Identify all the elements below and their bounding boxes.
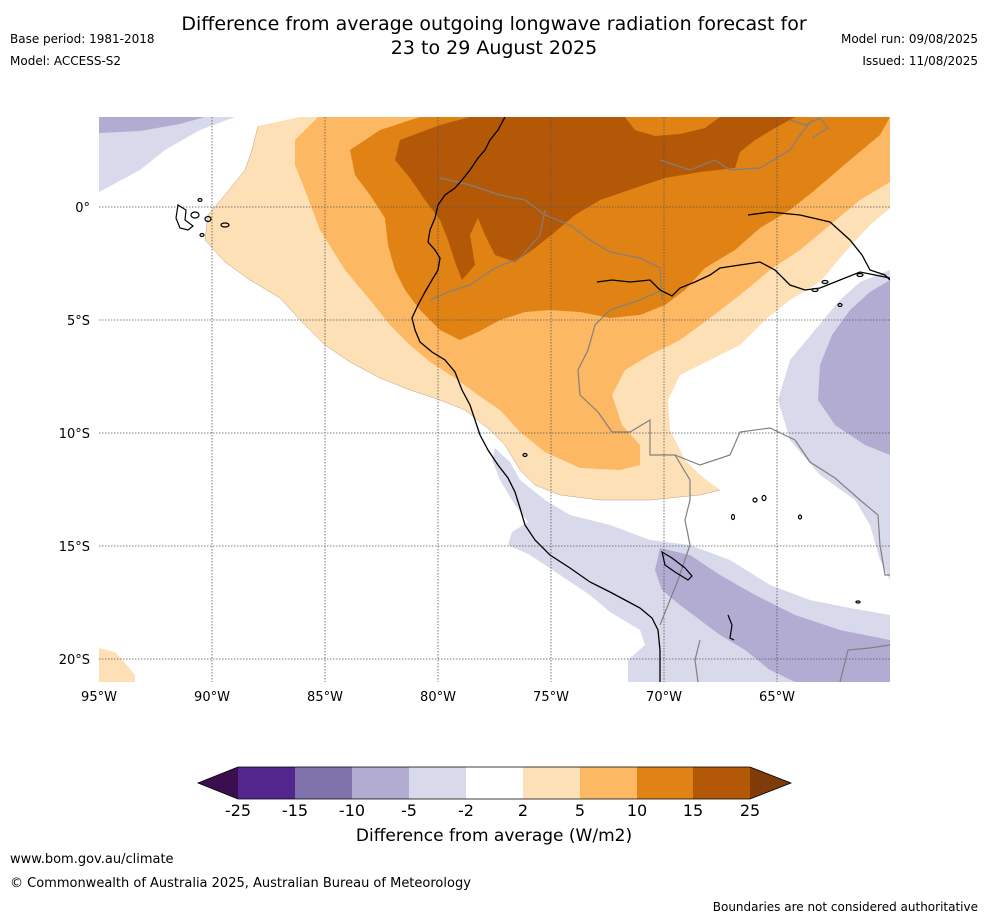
colorbar (196, 766, 793, 800)
meta-right: Model run: 09/08/2025 Issued: 11/08/2025 (841, 32, 978, 76)
colorbar-low-extend (198, 767, 238, 799)
region-pos-10-15-inset (625, 117, 720, 136)
colorbar-tick-label: -10 (339, 801, 365, 820)
footer-url: www.bom.gov.au/climate (10, 852, 174, 867)
colorbar-tick-label: 10 (627, 801, 647, 820)
colorbar-tick-label: 25 (740, 801, 760, 820)
region-pos-2-5-southwest-corner (99, 648, 135, 682)
model-name: Model: ACCESS-S2 (10, 54, 122, 68)
coastline (411, 117, 890, 682)
colorbar-segment (409, 767, 466, 799)
lat-tick-label: 20°S (59, 653, 90, 668)
lon-tick-label: 65°W (759, 690, 795, 705)
chart-title: Difference from average outgoing longwav… (0, 12, 988, 60)
lon-tick-label: 85°W (307, 690, 343, 705)
region-neg-2-5-northwest (99, 117, 235, 192)
lon-tick-label: 90°W (194, 690, 230, 705)
colorbar-segment (352, 767, 409, 799)
islands (175, 197, 864, 641)
colorbar-segment (466, 767, 523, 799)
lon-tick-label: 75°W (533, 690, 569, 705)
colorbar-tick-label: -15 (282, 801, 308, 820)
title-line-1: Difference from average outgoing longwav… (181, 13, 807, 35)
lon-tick-label: 70°W (646, 690, 682, 705)
lat-tick-label: 0° (75, 201, 90, 216)
colorbar-tick-label: 15 (683, 801, 703, 820)
colorbar-tick-label: -25 (225, 801, 251, 820)
colorbar-tick-label: -5 (401, 801, 417, 820)
issued-date: Issued: 11/08/2025 (862, 54, 978, 68)
lat-tick-label: 10°S (59, 427, 90, 442)
colorbar-segment (580, 767, 637, 799)
colorbar-tick-labels: -25 -15 -10 -5 -2 2 5 10 15 25 (225, 801, 760, 820)
lat-tick-label: 15°S (59, 540, 90, 555)
lon-tick-label: 95°W (81, 690, 117, 705)
colorbar-segment (693, 767, 750, 799)
colorbar-tick-label: 2 (518, 801, 528, 820)
title-line-2: 23 to 29 August 2025 (390, 37, 598, 59)
model-run: Model run: 09/08/2025 (840, 32, 978, 46)
colorbar-high-extend (750, 767, 791, 799)
lat-axis-labels: 0° 5°S 10°S 15°S 20°S (59, 201, 90, 668)
contour-lines (204, 125, 721, 501)
colorbar-outline (196, 766, 793, 800)
lat-tick-label: 5°S (67, 314, 90, 329)
lon-tick-label: 80°W (420, 690, 456, 705)
colorbar-segment (295, 767, 352, 799)
colorbar-title: Difference from average (W/m2) (355, 826, 633, 846)
region-neg-5-10-east (818, 280, 890, 455)
region-pos-15-25 (395, 117, 795, 280)
base-period: Base period: 1981-2018 (10, 32, 155, 46)
country-borders (429, 117, 890, 682)
lon-axis-labels: 95°W 90°W 85°W 80°W 75°W 70°W 65°W (81, 690, 795, 705)
colorbar-segment (238, 767, 295, 799)
region-neg-5-10-south (655, 548, 890, 682)
colorbar-tick-label: -2 (458, 801, 474, 820)
map-field (99, 117, 890, 682)
footer-note: Boundaries are not considered authoritat… (712, 900, 978, 914)
region-neg-5-10-northwest (99, 117, 205, 133)
footer-copyright: © Commonwealth of Australia 2025, Austra… (10, 876, 471, 891)
colorbar-segment (637, 767, 693, 799)
colorbar-tick-label: 5 (575, 801, 585, 820)
meta-left: Base period: 1981-2018 Model: ACCESS-S2 (10, 32, 155, 76)
colorbar-segment (523, 767, 580, 799)
